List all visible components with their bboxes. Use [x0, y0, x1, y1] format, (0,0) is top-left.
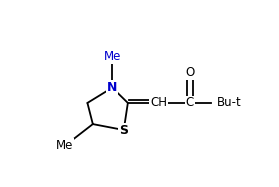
Text: Bu-t: Bu-t — [217, 96, 242, 109]
Text: S: S — [119, 123, 128, 137]
Text: Me: Me — [104, 50, 121, 64]
Text: N: N — [107, 81, 117, 94]
Text: CH: CH — [150, 96, 167, 109]
Text: Me: Me — [56, 139, 73, 152]
Text: O: O — [185, 66, 194, 79]
Text: C: C — [186, 96, 194, 109]
